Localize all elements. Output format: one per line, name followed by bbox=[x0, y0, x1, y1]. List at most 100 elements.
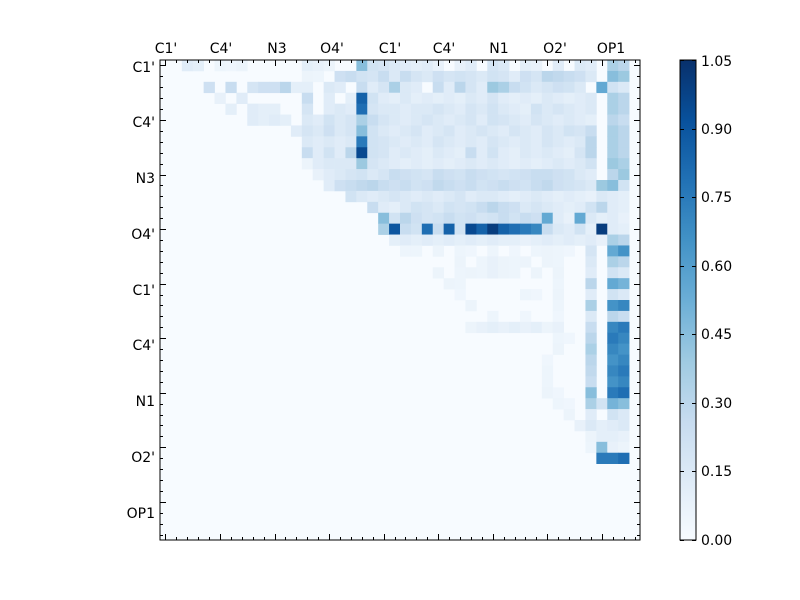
heatmap-cell bbox=[618, 332, 630, 344]
heatmap-cell bbox=[596, 180, 608, 192]
heatmap-cell bbox=[454, 60, 466, 72]
heatmap-cell bbox=[487, 136, 499, 148]
heatmap-cell bbox=[334, 125, 346, 137]
heatmap-cell bbox=[552, 201, 564, 214]
heatmap-cell bbox=[432, 125, 444, 137]
heatmap-cell bbox=[530, 223, 543, 235]
heatmap-cell bbox=[389, 180, 401, 192]
heatmap-cell bbox=[476, 92, 488, 104]
heatmap-cell bbox=[618, 60, 630, 72]
y-tick-label: N3 bbox=[136, 171, 155, 187]
heatmap-cell bbox=[498, 92, 510, 104]
heatmap-cell bbox=[378, 60, 390, 72]
x-tick-label: C4' bbox=[210, 41, 233, 57]
heatmap-cell bbox=[454, 114, 466, 126]
heatmap-cell bbox=[487, 92, 499, 104]
heatmap-cell bbox=[432, 103, 444, 115]
x-tick-label: N3 bbox=[267, 41, 286, 57]
heatmap-cell bbox=[552, 387, 564, 399]
heatmap-cell bbox=[607, 354, 619, 366]
heatmap-cell bbox=[356, 125, 368, 137]
heatmap-cell bbox=[552, 136, 564, 148]
heatmap-cell bbox=[563, 103, 575, 115]
heatmap-cell bbox=[585, 169, 597, 181]
heatmap-cell bbox=[410, 212, 423, 224]
heatmap-cell bbox=[312, 147, 324, 159]
heatmap-cell bbox=[421, 70, 434, 83]
heatmap-cell bbox=[563, 212, 575, 224]
heatmap-cell bbox=[454, 289, 466, 301]
heatmap-cell bbox=[465, 81, 477, 94]
heatmap-cell bbox=[552, 398, 564, 410]
y-tick-label: C4' bbox=[132, 338, 155, 354]
heatmap-cell bbox=[607, 398, 619, 410]
heatmap-cell bbox=[400, 158, 412, 170]
heatmap-cell bbox=[476, 147, 488, 159]
x-tick-label: O2' bbox=[543, 41, 567, 57]
heatmap-cell bbox=[541, 190, 554, 203]
heatmap-cell bbox=[552, 321, 564, 334]
heatmap-cell bbox=[378, 136, 390, 148]
heatmap-cell bbox=[607, 343, 619, 355]
heatmap-cell bbox=[563, 332, 575, 344]
heatmap-cell bbox=[487, 190, 499, 203]
heatmap-cell bbox=[345, 190, 357, 203]
heatmap-cell bbox=[258, 81, 270, 94]
heatmap-cell bbox=[563, 245, 575, 257]
heatmap-cell bbox=[345, 158, 357, 170]
heatmap-cell bbox=[618, 223, 630, 235]
heatmap-cell bbox=[476, 321, 488, 334]
heatmap-cell bbox=[574, 136, 586, 148]
heatmap-cell bbox=[367, 169, 379, 181]
heatmap-cell bbox=[607, 223, 619, 235]
heatmap-cell bbox=[541, 125, 554, 137]
heatmap-cell bbox=[618, 70, 630, 83]
heatmap-cell bbox=[236, 92, 248, 104]
heatmap-cell bbox=[258, 103, 270, 115]
heatmap-cell bbox=[552, 103, 564, 115]
heatmap-cell bbox=[454, 201, 466, 214]
heatmap-cell bbox=[454, 190, 466, 203]
heatmap-cell bbox=[541, 147, 554, 159]
heatmap-cell bbox=[585, 300, 597, 312]
heatmap-cell bbox=[323, 169, 335, 181]
heatmap-cell bbox=[410, 114, 423, 126]
heatmap-cell bbox=[574, 169, 586, 181]
heatmap-cell bbox=[465, 223, 477, 235]
heatmap-cell bbox=[509, 169, 521, 181]
heatmap-cell bbox=[498, 158, 510, 170]
heatmap-cell bbox=[454, 136, 466, 148]
heatmap-cell bbox=[356, 147, 368, 159]
heatmap-cell bbox=[509, 245, 521, 257]
heatmap-cell bbox=[552, 125, 564, 137]
heatmap-cell bbox=[530, 289, 543, 301]
heatmap-cell bbox=[400, 169, 412, 181]
heatmap-cell bbox=[443, 114, 455, 126]
heatmap-cell bbox=[574, 125, 586, 137]
heatmap-cell bbox=[465, 180, 477, 192]
heatmap-cell bbox=[378, 125, 390, 137]
heatmap-cell bbox=[465, 158, 477, 170]
heatmap-cell bbox=[552, 70, 564, 83]
heatmap-cell bbox=[476, 169, 488, 181]
heatmap-cell bbox=[389, 158, 401, 170]
heatmap-cell bbox=[618, 256, 630, 268]
heatmap-cell bbox=[607, 452, 619, 464]
heatmap-cell bbox=[389, 114, 401, 126]
x-tick-labels: C1' C4' N3 O4' C1' C4' N1 O2' OP1 bbox=[155, 41, 625, 57]
heatmap-cell bbox=[432, 158, 444, 170]
heatmap-cell bbox=[563, 114, 575, 126]
heatmap-cell bbox=[410, 92, 423, 104]
heatmap-cell bbox=[563, 398, 575, 410]
heatmap-cell bbox=[454, 278, 466, 290]
heatmap-cell bbox=[454, 70, 466, 83]
heatmap-cell bbox=[487, 256, 499, 268]
heatmap-cell bbox=[334, 180, 346, 192]
heatmap-cell bbox=[509, 70, 521, 83]
heatmap-cell bbox=[552, 92, 564, 104]
heatmap-cell bbox=[618, 300, 630, 312]
heatmap-cell bbox=[225, 103, 237, 115]
heatmap-cell bbox=[618, 343, 630, 355]
heatmap-cell bbox=[585, 147, 597, 159]
heatmap-cell bbox=[389, 92, 401, 104]
